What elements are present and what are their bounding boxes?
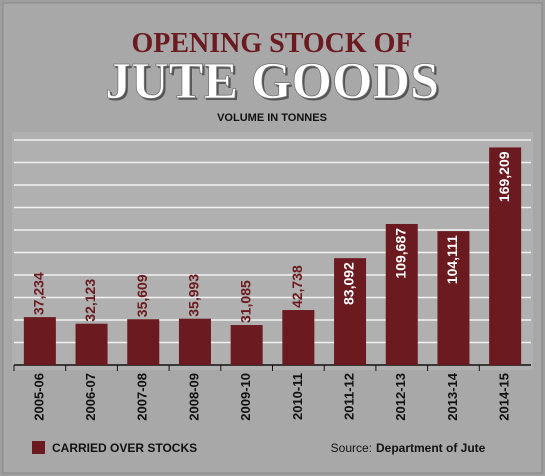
value-label: 32,123 bbox=[82, 279, 98, 322]
bar bbox=[334, 258, 367, 365]
bar bbox=[178, 318, 211, 365]
value-label: 83,092 bbox=[341, 262, 357, 305]
source-prefix: Source: bbox=[331, 441, 372, 455]
x-tick-label: 2013-14 bbox=[445, 372, 460, 420]
x-tick-label: 2011-12 bbox=[341, 373, 356, 420]
bar bbox=[23, 317, 56, 365]
bar bbox=[282, 310, 315, 365]
value-label: 42,738 bbox=[289, 265, 305, 308]
legend-swatch bbox=[32, 441, 45, 454]
value-label: 169,209 bbox=[496, 151, 512, 202]
bar bbox=[385, 223, 418, 365]
bar bbox=[437, 231, 470, 365]
title-line1: OPENING STOCK OF bbox=[131, 28, 412, 59]
bar bbox=[75, 323, 108, 365]
value-label: 104,111 bbox=[444, 235, 460, 284]
title-shadow: JUTE GOODS bbox=[107, 55, 441, 112]
value-label: 35,993 bbox=[186, 274, 202, 317]
subtitle: VOLUME IN TONNES bbox=[217, 112, 327, 124]
value-label: 35,609 bbox=[134, 274, 150, 317]
bar bbox=[230, 325, 263, 365]
x-tick-label: 2012-13 bbox=[393, 373, 408, 421]
bar bbox=[127, 319, 160, 365]
x-tick-label: 2014-15 bbox=[497, 373, 512, 421]
value-label: 109,687 bbox=[392, 228, 408, 279]
legend-label: CARRIED OVER STOCKS bbox=[52, 441, 197, 455]
source: Department of Jute bbox=[376, 441, 486, 455]
x-tick-label: 2009-10 bbox=[238, 373, 253, 421]
title-line2: JUTE GOODS bbox=[105, 53, 439, 110]
x-tick-label: 2010-11 bbox=[290, 373, 305, 420]
value-label: 37,234 bbox=[31, 272, 47, 315]
bar bbox=[489, 147, 522, 365]
x-tick-label: 2007-08 bbox=[135, 373, 150, 421]
x-tick-label: 2006-07 bbox=[83, 373, 98, 421]
x-tick-label: 2008-09 bbox=[186, 373, 201, 421]
x-tick-label: 2005-06 bbox=[31, 373, 46, 421]
value-label: 31,085 bbox=[237, 280, 253, 323]
